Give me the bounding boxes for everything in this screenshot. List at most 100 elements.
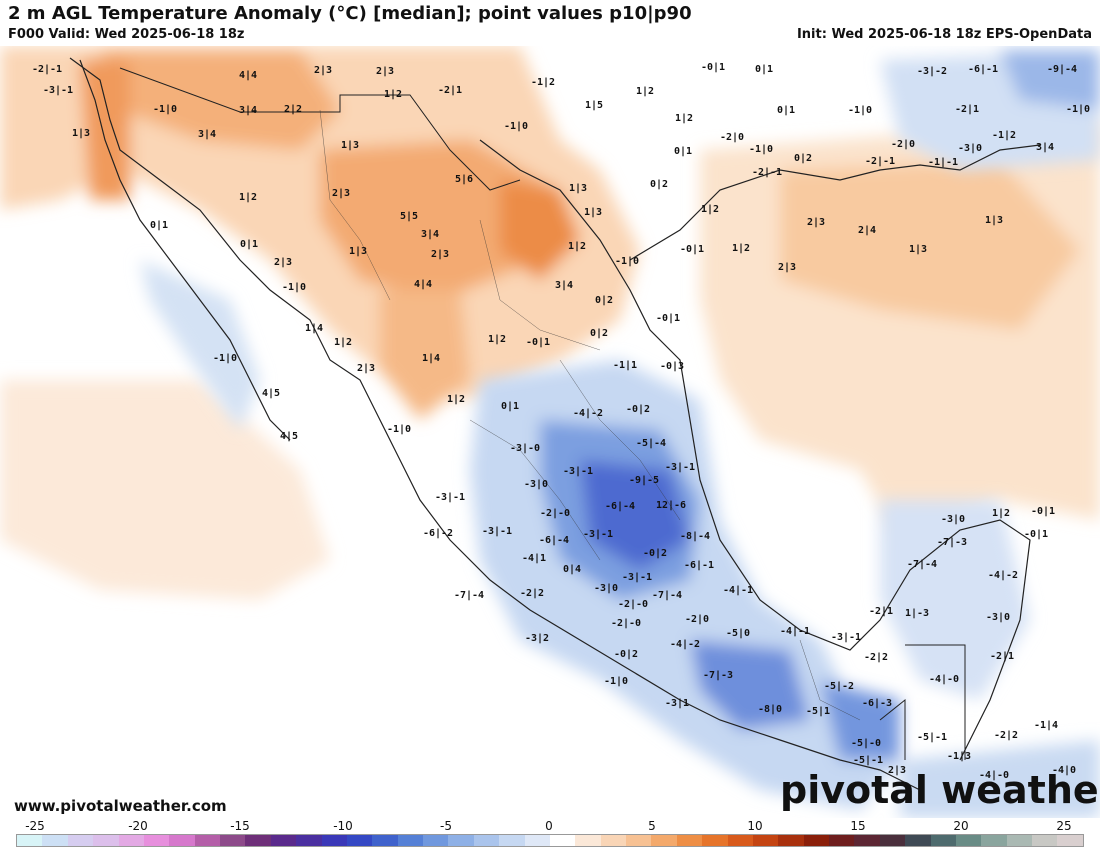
- init-time: Init: Wed 2025-06-18 18z EPS-OpenData: [796, 27, 1092, 42]
- point-value-label: -3|-1: [622, 572, 652, 583]
- colorbar-swatch: [42, 835, 68, 846]
- point-value-label: 2|3: [332, 188, 350, 199]
- point-value-label: 0|1: [150, 220, 168, 231]
- point-value-label: -7|-4: [907, 559, 937, 570]
- warm-anomaly-field: [0, 46, 1100, 600]
- point-value-label: -2|1: [990, 651, 1014, 662]
- colorbar-swatch: [93, 835, 119, 846]
- valid-time: F000 Valid: Wed 2025-06-18 18z: [8, 27, 245, 42]
- point-value-label: -9|-4: [1047, 64, 1077, 75]
- point-value-label: 2|3: [314, 65, 332, 76]
- point-value-label: 1|3: [349, 246, 367, 257]
- point-value-label: -5|1: [806, 706, 830, 717]
- colorbar-swatch: [296, 835, 322, 846]
- colorbar-swatch: [118, 835, 144, 846]
- point-value-label: 1|2: [636, 86, 654, 97]
- point-value-label: -0|3: [660, 361, 684, 372]
- point-value-label: 1|-3: [905, 608, 929, 619]
- point-value-label: 3|4: [1036, 142, 1054, 153]
- point-value-label: -3|-1: [665, 462, 695, 473]
- point-value-label: -4|-2: [988, 570, 1018, 581]
- point-value-label: 0|2: [650, 179, 668, 190]
- point-value-label: -7|-3: [703, 670, 733, 681]
- point-value-label: -0|2: [643, 548, 667, 559]
- point-value-label: -6|-1: [684, 560, 714, 571]
- colorbar-swatch: [473, 835, 500, 846]
- point-value-label: -2|-1: [752, 167, 782, 178]
- point-value-label: 1|2: [239, 192, 257, 203]
- colorbar-tick-label: 10: [747, 819, 763, 833]
- point-value-label: 0|1: [240, 239, 258, 250]
- point-value-label: 4|5: [280, 431, 298, 442]
- point-value-label: -1|1: [613, 360, 637, 371]
- point-value-label: -3|-1: [482, 526, 512, 537]
- cool-anomaly-field: [140, 50, 1100, 818]
- state-lines: [319, 109, 861, 721]
- colorbar-swatch: [955, 835, 982, 846]
- map-canvas: -2|-1 -3|-1 4|4 2|3 2|3 -1|2 -0|1 0|1 -3|-2 -6|-1…: [0, 46, 1100, 818]
- point-value-label: -5|-1: [853, 755, 883, 766]
- point-value-label: -2|2: [994, 730, 1018, 741]
- point-value-label: -1|0: [1066, 104, 1090, 115]
- point-value-label: -4|-0: [929, 674, 959, 685]
- colorbar-tick-label: 15: [850, 819, 866, 833]
- point-value-label: -6|-3: [862, 698, 892, 709]
- point-value-label: -3|0: [958, 143, 982, 154]
- colorbar-tick-label: -20: [128, 819, 148, 833]
- point-value-label: -1|0: [387, 424, 411, 435]
- colorbar-swatch: [829, 835, 855, 846]
- colorbar-swatch: [549, 835, 576, 846]
- point-value-label: 0|1: [755, 64, 773, 75]
- point-value-label: -1|4: [1034, 720, 1058, 731]
- point-value-label: 1|2: [447, 394, 465, 405]
- point-value-label: 0|2: [590, 328, 608, 339]
- point-value-label: -3|-1: [43, 85, 73, 96]
- point-value-label: -8|-4: [680, 531, 710, 542]
- colorbar-swatch: [600, 835, 626, 846]
- colorbar-swatch: [1006, 835, 1032, 846]
- colorbar-swatch: [1032, 835, 1058, 846]
- point-value-label: -8|0: [758, 704, 782, 715]
- point-value-label: -4|-1: [780, 626, 810, 637]
- colorbar-swatch: [321, 835, 347, 846]
- colorbar-ticks: -25 -20 -15 -10 -5 0 5 10 15 20 25: [0, 818, 1100, 834]
- colorbar-tick-label: -25: [25, 819, 45, 833]
- colorbar-swatch: [169, 835, 195, 846]
- point-value-label: -4|-0: [979, 770, 1009, 781]
- point-value-label: -4|0: [1052, 765, 1076, 776]
- site-url[interactable]: www.pivotalweather.com: [14, 797, 227, 815]
- point-value-label: 12|-6: [656, 500, 686, 511]
- colorbar-swatch: [626, 835, 652, 846]
- point-value-label: -3|-2: [917, 66, 947, 77]
- point-value-label: -2|1: [869, 606, 893, 617]
- point-value-label: -1|0: [848, 105, 872, 116]
- point-value-label: 1|2: [488, 334, 506, 345]
- point-value-label: -1|2: [992, 130, 1016, 141]
- point-value-label: -1|-1: [928, 157, 958, 168]
- point-value-label: -6|-1: [968, 64, 998, 75]
- colorbar-swatch: [651, 835, 677, 846]
- point-value-label: -1|0: [749, 144, 773, 155]
- point-value-label: -5|-4: [636, 438, 666, 449]
- point-value-label: -2|0: [685, 614, 709, 625]
- colorbar-tick-label: 0: [545, 819, 553, 833]
- colorbar-tick-label: 5: [648, 819, 656, 833]
- point-value-label: -1|0: [282, 282, 306, 293]
- point-value-label: 5|5: [400, 211, 418, 222]
- brand-logo: pivotal weather: [780, 768, 1100, 812]
- colorbar-strip: [16, 834, 1084, 847]
- colorbar-swatch: [1057, 835, 1083, 846]
- point-value-label: -4|-2: [573, 408, 603, 419]
- point-value-label: -6|-4: [539, 535, 569, 546]
- colorbar-swatch: [727, 835, 753, 846]
- anomaly-map: -2|-1 -3|-1 4|4 2|3 2|3 -1|2 -0|1 0|1 -3|-2 -6|-1…: [0, 46, 1100, 818]
- colorbar-swatch: [879, 835, 906, 846]
- point-value-label: 1|3: [341, 140, 359, 151]
- point-value-label: -1|0: [504, 121, 528, 132]
- point-value-label: -6|-4: [605, 501, 635, 512]
- colorbar-tick-label: -15: [230, 819, 250, 833]
- point-value-label: -1|0: [153, 104, 177, 115]
- point-value-label: 2|3: [274, 257, 292, 268]
- point-value-label: 1|3: [569, 183, 587, 194]
- point-value-label: -1|0: [615, 256, 639, 267]
